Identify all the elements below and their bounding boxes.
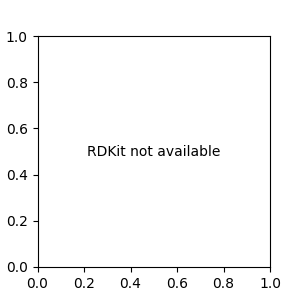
Text: RDKit not available: RDKit not available [87,145,220,158]
